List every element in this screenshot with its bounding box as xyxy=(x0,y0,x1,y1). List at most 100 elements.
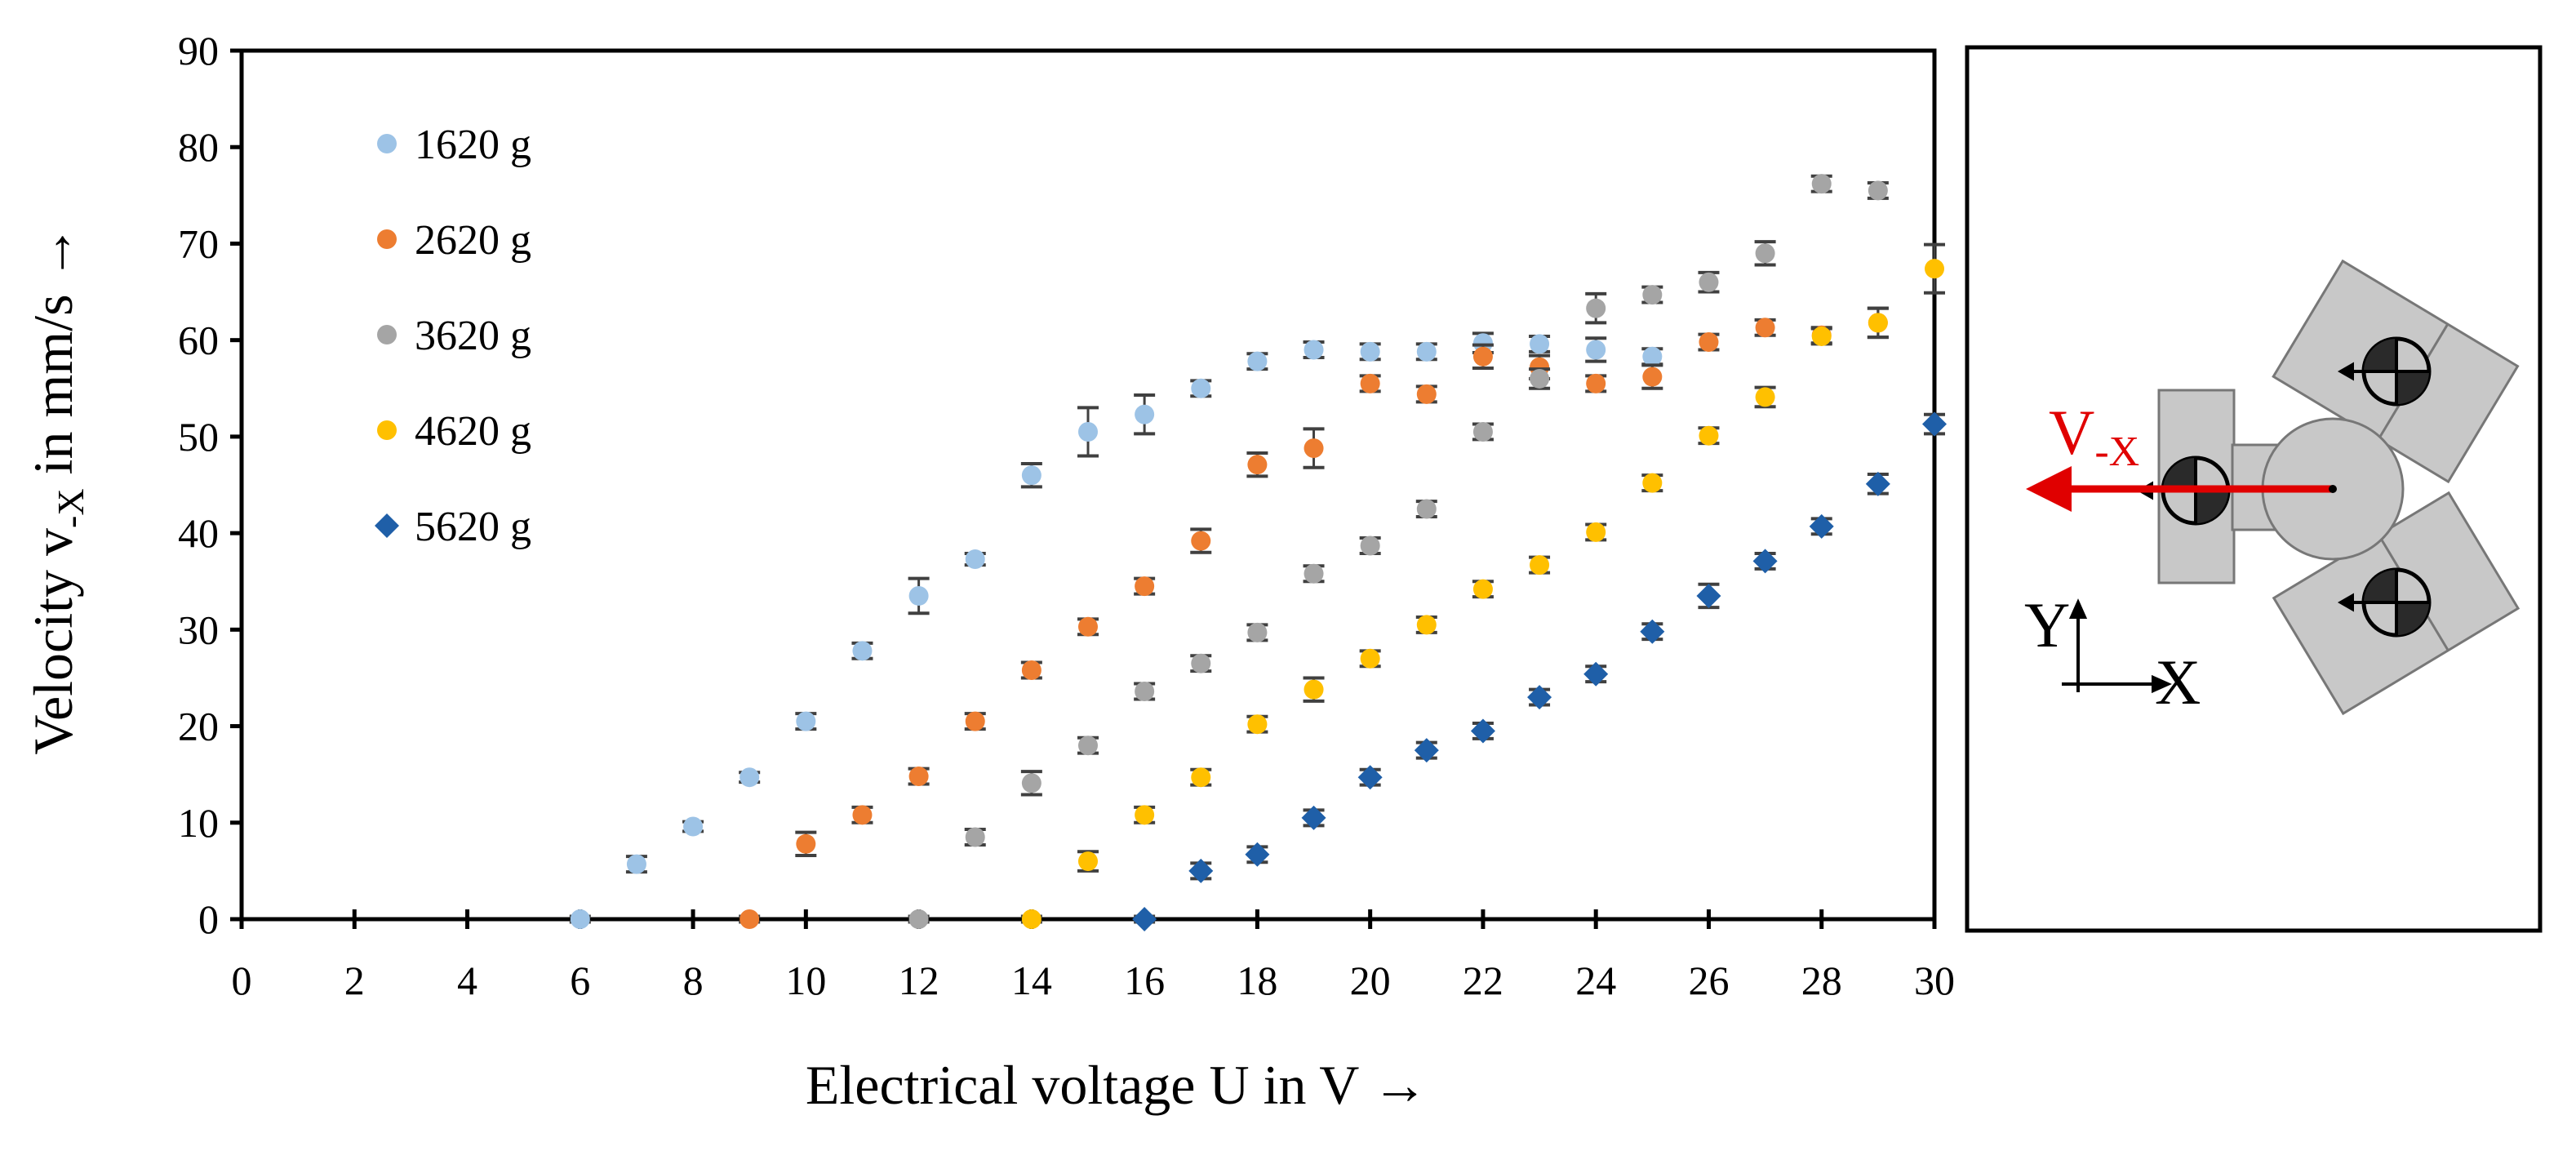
data-point xyxy=(1868,313,1888,333)
data-point xyxy=(1247,622,1268,642)
x-tick-label: 2 xyxy=(344,958,365,1003)
legend-marker xyxy=(377,134,397,153)
legend-marker xyxy=(375,513,399,538)
data-point xyxy=(1530,555,1550,576)
data-point xyxy=(1078,616,1098,637)
y-axis-label-sub: -X xyxy=(50,488,91,528)
data-point xyxy=(1135,576,1155,597)
plot-frame xyxy=(239,48,1937,922)
robot-diagram: V-X Y X xyxy=(1965,45,2543,933)
data-point xyxy=(1868,180,1888,201)
data-point xyxy=(1865,471,1890,496)
data-point xyxy=(1642,367,1663,387)
x-tick-label: 16 xyxy=(1124,958,1165,1003)
data-point xyxy=(1357,765,1383,790)
data-point xyxy=(1699,332,1719,353)
data-point xyxy=(1360,648,1380,669)
data-point xyxy=(1527,685,1552,710)
y-axis-label-rest: in mm/s → xyxy=(22,224,84,488)
data-point xyxy=(1247,714,1268,735)
x-tick-label: 12 xyxy=(899,958,939,1003)
velocity-label: V-X xyxy=(2049,397,2139,475)
data-point xyxy=(1304,679,1324,700)
data-point xyxy=(1755,387,1775,407)
legend-label: 2620 g xyxy=(415,217,531,264)
legend: 1620 g 2620 g 3620 g 4620 g 5620 g xyxy=(375,122,531,550)
data-point xyxy=(1135,404,1155,424)
data-point xyxy=(852,805,873,825)
data-point xyxy=(1416,499,1437,519)
legend-label: 4620 g xyxy=(415,408,531,455)
data-point xyxy=(1699,272,1719,292)
y-tick-label: 70 xyxy=(178,220,219,266)
coordinate-axes-icon xyxy=(2062,598,2172,694)
data-point xyxy=(1925,259,1944,279)
data-point xyxy=(1755,318,1775,338)
data-point xyxy=(1360,373,1380,393)
legend-marker xyxy=(377,229,397,249)
y-tick-label: 60 xyxy=(178,318,219,363)
velocity-label-main: V xyxy=(2049,397,2094,468)
data-point xyxy=(1472,333,1493,353)
data-point xyxy=(1416,341,1437,362)
data-point xyxy=(908,909,929,929)
data-point xyxy=(739,909,760,929)
data-point xyxy=(1078,735,1098,756)
x-tick-label: 28 xyxy=(1801,958,1842,1003)
data-point xyxy=(570,909,590,929)
y-axis-label: Velocity v-X in mm/s → xyxy=(22,224,91,754)
data-point xyxy=(1755,243,1775,264)
y-tick-label: 90 xyxy=(178,28,219,73)
data-point xyxy=(1696,583,1721,608)
x-tick-label: 4 xyxy=(457,958,477,1003)
data-point xyxy=(1188,858,1214,883)
data-point xyxy=(1642,346,1663,367)
data-point xyxy=(1247,351,1268,371)
data-point xyxy=(1586,373,1606,393)
data-point xyxy=(965,549,985,570)
data-point xyxy=(739,767,760,788)
x-tick-label: 8 xyxy=(683,958,704,1003)
legend-marker xyxy=(377,420,397,440)
data-point xyxy=(1586,340,1606,360)
data-point xyxy=(1699,425,1719,446)
data-point xyxy=(1414,738,1439,763)
x-tick-label: 14 xyxy=(1011,958,1052,1003)
data-point xyxy=(1078,851,1098,872)
x-tick-label: 18 xyxy=(1237,958,1277,1003)
legend-label: 5620 g xyxy=(415,504,531,550)
data-point xyxy=(1132,907,1157,931)
data-point xyxy=(1191,378,1211,398)
data-point xyxy=(1245,842,1270,867)
data-point xyxy=(1304,563,1324,584)
data-point xyxy=(1416,384,1437,404)
data-point xyxy=(683,816,704,837)
data-point xyxy=(1021,773,1042,793)
data-point xyxy=(1530,334,1550,354)
data-point xyxy=(1135,805,1155,825)
velocity-arrow-icon xyxy=(2026,466,2337,512)
data-point xyxy=(1191,653,1211,673)
x-axis-ticks: 0 2 4 6 8 10 12 14 16 18 20 22 24 26 28 30 xyxy=(232,909,1955,1003)
data-point xyxy=(1191,531,1211,551)
data-point xyxy=(796,711,816,731)
data-point xyxy=(1360,536,1380,556)
y-tick-label: 0 xyxy=(198,896,219,942)
data-point xyxy=(908,767,929,787)
data-point xyxy=(1642,473,1663,493)
velocity-label-sub: -X xyxy=(2094,429,2139,475)
y-tick-label: 40 xyxy=(178,510,219,556)
data-point xyxy=(1809,513,1834,539)
x-tick-label: 24 xyxy=(1575,958,1616,1003)
x-tick-label: 26 xyxy=(1688,958,1729,1003)
data-points xyxy=(569,174,1947,931)
data-point xyxy=(796,833,816,854)
legend-label: 3620 g xyxy=(415,313,531,359)
data-point xyxy=(965,711,985,731)
x-tick-label: 10 xyxy=(785,958,826,1003)
data-point xyxy=(1021,660,1042,680)
data-point xyxy=(1078,421,1098,442)
data-point xyxy=(626,854,646,874)
data-point xyxy=(1752,549,1778,574)
